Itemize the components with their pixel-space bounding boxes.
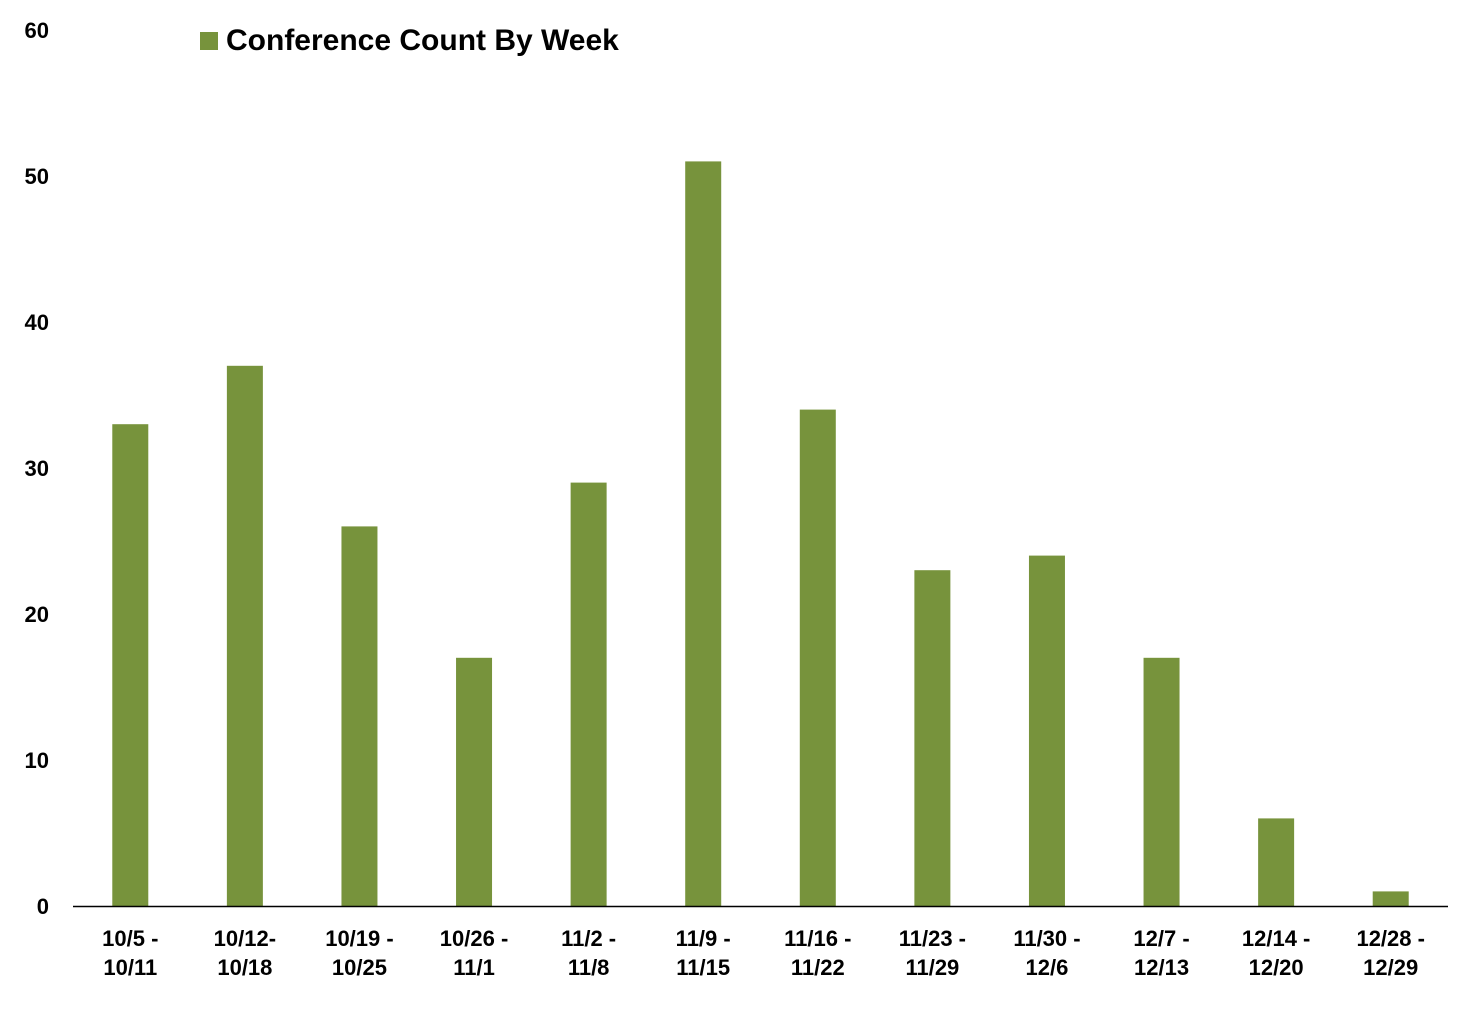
bar <box>914 570 951 906</box>
x-tick-label-line: 11/30 - <box>1013 926 1080 951</box>
x-tick-label-line: 12/28 - <box>1356 926 1425 951</box>
y-tick-label: 50 <box>25 164 49 189</box>
x-tick-label: 11/16 - 11/22 <box>784 926 851 980</box>
x-tick-label: 10/26 - 11/1 <box>440 926 509 980</box>
x-tick-label: 12/28 - 12/29 <box>1356 926 1425 980</box>
x-tick-label-line: 10/12- <box>214 926 276 951</box>
x-tick-label-line: 10/5 - <box>102 926 158 951</box>
x-tick-label: 11/9 - 11/15 <box>676 926 731 980</box>
x-tick-label-line: 10/19 - <box>325 926 394 951</box>
x-tick-label-line: 11/8 <box>568 955 610 980</box>
bar <box>341 526 378 906</box>
x-tick-label-line: 10/26 - <box>440 926 509 951</box>
legend-swatch <box>200 32 218 50</box>
legend: Conference Count By Week <box>200 24 619 58</box>
y-tick-label: 20 <box>25 602 49 627</box>
x-tick-label: 11/30 - 12/6 <box>1013 926 1080 980</box>
bar <box>112 424 149 906</box>
x-tick-label: 12/14 - 12/20 <box>1242 926 1311 980</box>
bar <box>1028 555 1065 906</box>
x-tick-label-line: 11/2 - <box>561 926 616 951</box>
x-tick-label-line: 10/18 <box>217 955 272 980</box>
x-tick-label-line: 11/1 <box>453 955 495 980</box>
y-tick-label: 10 <box>25 748 49 773</box>
x-tick-label-line: 11/29 <box>905 955 959 980</box>
bar <box>1258 818 1295 906</box>
y-tick-label: 30 <box>25 456 49 481</box>
x-tick-label: 12/7 - 12/13 <box>1133 926 1189 980</box>
y-tick-label: 40 <box>25 310 49 335</box>
x-tick-label: 10/5 - 10/11 <box>102 926 158 980</box>
x-tick-label: 11/2 - 11/8 <box>561 926 616 980</box>
x-tick-label-line: 12/29 <box>1363 955 1418 980</box>
x-tick-label-line: 10/11 <box>103 955 157 980</box>
y-tick-label: 60 <box>25 18 49 43</box>
x-tick-label-line: 12/7 - <box>1133 926 1189 951</box>
bar <box>799 409 836 906</box>
x-tick-label: 10/19 - 10/25 <box>325 926 394 980</box>
x-tick-label-line: 12/14 - <box>1242 926 1311 951</box>
bar <box>685 161 722 906</box>
x-tick-label-line: 11/23 - <box>899 926 966 951</box>
bar <box>226 365 263 906</box>
x-tick-label-line: 11/15 <box>676 955 730 980</box>
x-tick-label-line: 12/13 <box>1134 955 1189 980</box>
x-tick-label-line: 11/22 <box>791 955 845 980</box>
bar <box>570 482 607 906</box>
x-tick-label-line: 11/9 - <box>676 926 731 951</box>
x-tick-label: 10/12- 10/18 <box>214 926 276 980</box>
bar <box>1143 657 1180 906</box>
x-tick-label-line: 12/20 <box>1249 955 1304 980</box>
bar <box>1372 891 1409 906</box>
bar <box>456 657 493 906</box>
x-tick-label-line: 11/16 - <box>784 926 851 951</box>
x-tick-label-line: 12/6 <box>1026 955 1069 980</box>
y-tick-label: 0 <box>37 894 49 919</box>
x-tick-label-line: 10/25 <box>332 955 387 980</box>
legend-label: Conference Count By Week <box>226 24 619 57</box>
x-tick-label: 11/23 - 11/29 <box>899 926 966 980</box>
